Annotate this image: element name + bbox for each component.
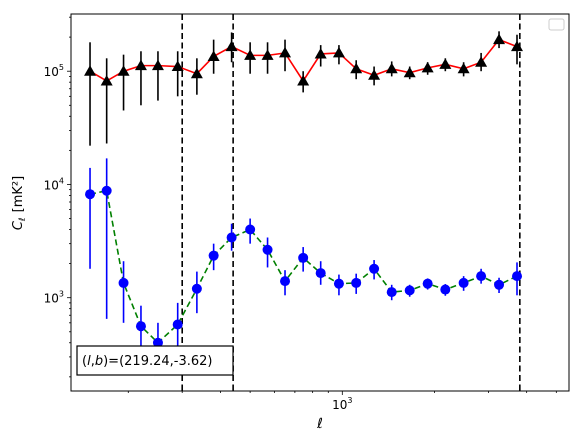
- svg-text:(l,b)=(219.24,-3.62): (l,b)=(219.24,-3.62): [82, 354, 212, 369]
- circle-marker: [262, 244, 273, 255]
- triangle-marker: [368, 69, 381, 80]
- triangle-marker: [279, 46, 292, 58]
- circle-marker: [85, 189, 96, 200]
- triangle-marker: [385, 62, 398, 74]
- triangle-marker: [493, 33, 506, 45]
- circle-marker: [245, 224, 256, 235]
- circle-marker: [404, 285, 415, 296]
- triangle-marker: [511, 40, 524, 52]
- triangle-marker: [332, 46, 345, 58]
- vertical-markers: [181, 14, 521, 391]
- triangle-marker: [261, 49, 274, 60]
- triangle-marker: [207, 50, 220, 61]
- circle-marker: [386, 287, 397, 298]
- circle-marker: [191, 283, 202, 294]
- x-axis-label: ℓ: [316, 416, 323, 432]
- circle-marker: [494, 279, 505, 290]
- x-axis-ticks: 103: [127, 391, 557, 412]
- triangle-marker: [151, 59, 164, 71]
- triangle-marker: [350, 62, 363, 74]
- circle-marker: [226, 232, 237, 243]
- x-tick-label: 103: [332, 396, 352, 412]
- data-markers: [84, 33, 524, 348]
- annotation-b: b: [95, 354, 103, 369]
- triangle-marker: [84, 65, 97, 76]
- triangle-marker: [457, 62, 470, 74]
- circle-marker: [351, 277, 362, 288]
- y-tick-label: 105: [44, 63, 64, 79]
- y-tick-label: 104: [44, 176, 64, 192]
- annotation-comma: ,: [91, 354, 95, 369]
- circle-marker: [315, 268, 326, 279]
- triangle-marker: [117, 65, 130, 76]
- svg-text:Cℓ[mK²]: Cℓ [mK²]: [11, 176, 28, 230]
- annotation-values: )=(219.24,-3.62): [103, 354, 212, 369]
- triangle-marker: [225, 40, 238, 52]
- circle-marker: [458, 277, 469, 288]
- circle-marker: [512, 271, 523, 282]
- legend-box[interactable]: [548, 18, 565, 31]
- triangle-marker: [403, 66, 416, 78]
- circle-marker: [369, 263, 380, 274]
- triangle-marker: [100, 74, 113, 86]
- triangle-marker: [439, 58, 452, 69]
- triangle-marker: [297, 74, 310, 86]
- triangle-marker: [314, 47, 327, 59]
- circle-marker: [280, 276, 291, 287]
- circle-marker: [476, 271, 487, 282]
- circle-marker: [333, 278, 344, 289]
- y-axis-ticks: 103 104 105: [44, 16, 71, 378]
- annotation-l: l: [87, 354, 91, 369]
- annotation-open: (: [82, 354, 87, 369]
- triangle-marker: [134, 59, 147, 71]
- circle-marker: [172, 319, 183, 330]
- annotation-box: (l,b)=(219.24,-3.62): [76, 345, 234, 376]
- circle-marker: [298, 252, 309, 263]
- triangle-marker: [421, 61, 434, 73]
- circle-marker: [118, 277, 129, 288]
- y-axis-label: Cℓ [mK²]: [11, 176, 28, 230]
- circle-marker: [208, 250, 219, 261]
- circle-marker: [152, 337, 163, 348]
- y-label-symbol: C: [11, 220, 26, 230]
- y-label-units: [mK²]: [11, 176, 26, 213]
- triangle-marker: [244, 49, 257, 60]
- y-label-subscript: ℓ: [18, 217, 28, 222]
- circle-marker: [422, 278, 433, 289]
- triangle-marker: [171, 60, 184, 72]
- circle-marker: [135, 321, 146, 332]
- triangle-marker: [190, 67, 203, 79]
- circle-marker: [440, 284, 451, 295]
- circle-marker: [101, 185, 112, 196]
- triangle-marker: [475, 56, 488, 67]
- plot-frame: [70, 13, 570, 392]
- y-tick-label: 103: [44, 290, 64, 306]
